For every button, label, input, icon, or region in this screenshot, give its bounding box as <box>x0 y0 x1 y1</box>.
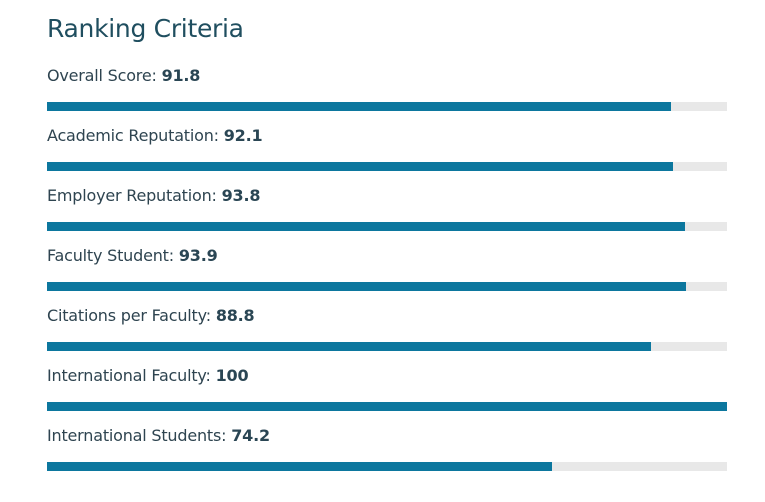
score-bar-fill <box>47 222 685 231</box>
criterion-row: Overall Score: 91.8 <box>47 66 727 126</box>
criterion-name: Employer Reputation: <box>47 186 217 205</box>
criterion-name: Overall Score: <box>47 66 157 85</box>
criterion-label: Academic Reputation: 92.1 <box>47 126 263 145</box>
score-bar-track <box>47 162 727 171</box>
score-bar-track <box>47 282 727 291</box>
criterion-row: Citations per Faculty: 88.8 <box>47 306 727 366</box>
criterion-name: Academic Reputation: <box>47 126 219 145</box>
score-bar-track <box>47 102 727 111</box>
score-bar-fill <box>47 342 651 351</box>
score-bar-fill <box>47 102 672 111</box>
score-bar-track <box>47 402 727 411</box>
criterion-value: 74.2 <box>231 426 270 445</box>
criterion-label: International Faculty: 100 <box>47 366 249 385</box>
criterion-label: Overall Score: 91.8 <box>47 66 200 85</box>
criterion-label: Employer Reputation: 93.8 <box>47 186 261 205</box>
criterion-value: 91.8 <box>161 66 201 85</box>
criterion-name: Citations per Faculty: <box>47 306 211 325</box>
criterion-row: Academic Reputation: 92.1 <box>47 126 727 186</box>
criterion-row: International Faculty: 100 <box>47 366 727 426</box>
score-bar-fill <box>47 162 674 171</box>
criteria-list: Overall Score: 91.8 Academic Reputation:… <box>47 66 727 486</box>
criterion-row: International Students: 74.2 <box>47 426 727 486</box>
score-bar-track <box>47 462 727 471</box>
criterion-value: 93.9 <box>178 246 218 265</box>
score-bar-track <box>47 342 727 351</box>
criterion-value: 93.8 <box>221 186 261 205</box>
score-bar-track <box>47 222 727 231</box>
criterion-name: International Faculty: <box>47 366 211 385</box>
section-title: Ranking Criteria <box>47 14 244 43</box>
criterion-label: Faculty Student: 93.9 <box>47 246 218 265</box>
score-bar-fill <box>47 402 727 411</box>
criterion-label: International Students: 74.2 <box>47 426 270 445</box>
score-bar-fill <box>47 282 686 291</box>
criterion-value: 88.8 <box>215 306 255 325</box>
criterion-label: Citations per Faculty: 88.8 <box>47 306 255 325</box>
criterion-name: Faculty Student: <box>47 246 174 265</box>
criterion-row: Faculty Student: 93.9 <box>47 246 727 306</box>
criterion-value: 92.1 <box>223 126 263 145</box>
criterion-value: 100 <box>215 366 249 385</box>
criterion-name: International Students: <box>47 426 227 445</box>
score-bar-fill <box>47 462 552 471</box>
criterion-row: Employer Reputation: 93.8 <box>47 186 727 246</box>
